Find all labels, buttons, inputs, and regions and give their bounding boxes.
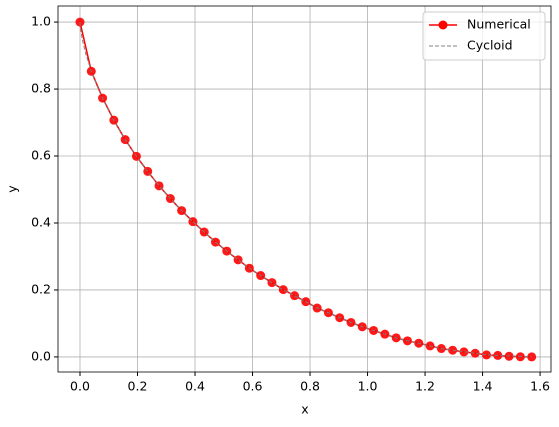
legend: Numerical Cycloid: [422, 11, 546, 61]
x-tick-label: 1.0: [358, 379, 378, 394]
y-tick-label: 1.0: [31, 14, 51, 29]
x-tick-label: 1.6: [530, 379, 550, 394]
x-tick-label: 0.8: [300, 379, 320, 394]
data-point: [459, 347, 469, 357]
y-tick-label: 0.6: [31, 148, 51, 163]
legend-label: Cycloid: [467, 38, 513, 53]
data-point: [482, 350, 492, 360]
x-tick-label: 1.4: [473, 379, 493, 394]
legend-box: [422, 11, 546, 61]
x-tick-label: 1.2: [415, 379, 435, 394]
series-line: [79, 22, 532, 358]
data-point: [278, 285, 288, 295]
x-axis-label: x: [301, 402, 308, 417]
legend-marker: [438, 20, 448, 30]
data-point: [470, 348, 480, 358]
y-tick-label: 0.2: [31, 281, 51, 296]
y-tick-label: 0.0: [31, 348, 51, 363]
x-tick-label: 0.0: [70, 379, 90, 394]
y-tick-label: 0.8: [31, 81, 51, 96]
legend-label: Numerical: [467, 17, 531, 32]
data-point: [233, 255, 243, 265]
x-tick-label: 0.6: [243, 379, 263, 394]
series-line: [79, 21, 532, 358]
x-tick-label: 0.2: [128, 379, 148, 394]
data-point: [143, 166, 153, 176]
x-tick-label: 0.4: [185, 379, 205, 394]
plot-frame: [57, 5, 552, 373]
data-point: [290, 291, 300, 301]
y-tick-label: 0.4: [31, 214, 51, 229]
y-axis-label: y: [5, 185, 20, 193]
